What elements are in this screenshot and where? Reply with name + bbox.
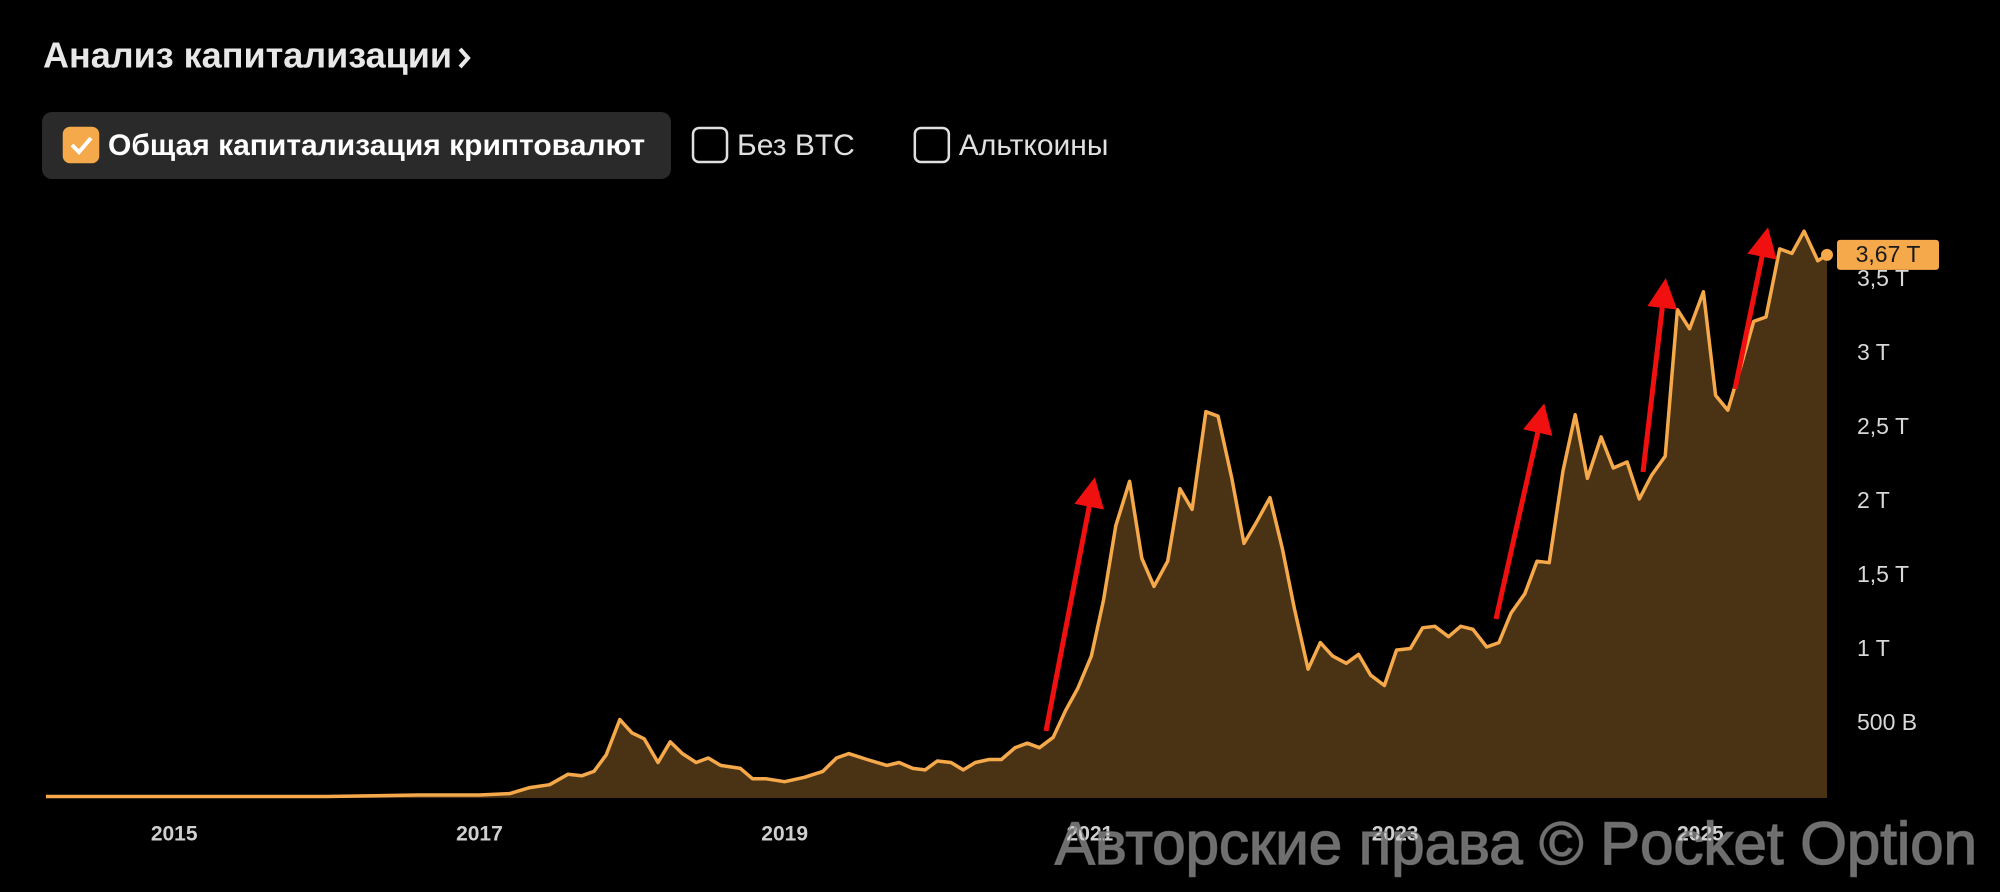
filter-option[interactable]: Без BTC [671, 112, 881, 179]
x-tick-label: 2023 [1372, 823, 1419, 846]
y-tick-label: 2 T [1857, 487, 1890, 513]
value-badge [1837, 239, 1939, 270]
checkbox[interactable] [913, 126, 951, 164]
area-fill [46, 231, 1827, 798]
last-point [1821, 248, 1833, 261]
x-tick-label: 2025 [1677, 823, 1724, 846]
checkbox[interactable] [62, 126, 100, 164]
filter-label[interactable]: Без BTC [737, 129, 855, 162]
filter-group: Общая капитализация криптовалют Без BTC Ал… [42, 112, 1135, 179]
watermark: Авторские права © Pocket Option [1055, 810, 1977, 877]
y-tick-label: 2,5 T [1857, 413, 1909, 439]
filter-label[interactable]: Общая капитализация криптовалют [108, 129, 645, 162]
arrow [1043, 477, 1104, 732]
arrow [1640, 278, 1678, 473]
x-tick-label: 2017 [456, 823, 503, 846]
arrow [1493, 403, 1553, 620]
y-tick-label: 1 T [1857, 635, 1890, 661]
filter-option[interactable]: Альткоины [893, 112, 1135, 179]
x-tick-label: 2015 [151, 823, 198, 846]
y-tick-label: 500 B [1857, 709, 1917, 735]
chevron-icon[interactable] [458, 47, 471, 69]
line [46, 229, 1828, 799]
section-title[interactable]: Анализ капитализации [43, 35, 452, 76]
y-tick-label: 1,5 T [1857, 561, 1909, 587]
filter-option[interactable]: Общая капитализация криптовалют [42, 112, 672, 179]
value-label: 3,67 T [1856, 241, 1921, 267]
arrow [1732, 227, 1777, 390]
y-tick-label: 3 T [1857, 339, 1890, 365]
annotation-arrows [1043, 227, 1777, 732]
x-tick-label: 2021 [1067, 823, 1114, 846]
filter-label[interactable]: Альткоины [959, 129, 1109, 162]
checkbox[interactable] [691, 126, 729, 164]
filter-pill[interactable] [42, 112, 672, 179]
x-tick-label: 2019 [761, 823, 808, 846]
check-mark [70, 136, 93, 155]
